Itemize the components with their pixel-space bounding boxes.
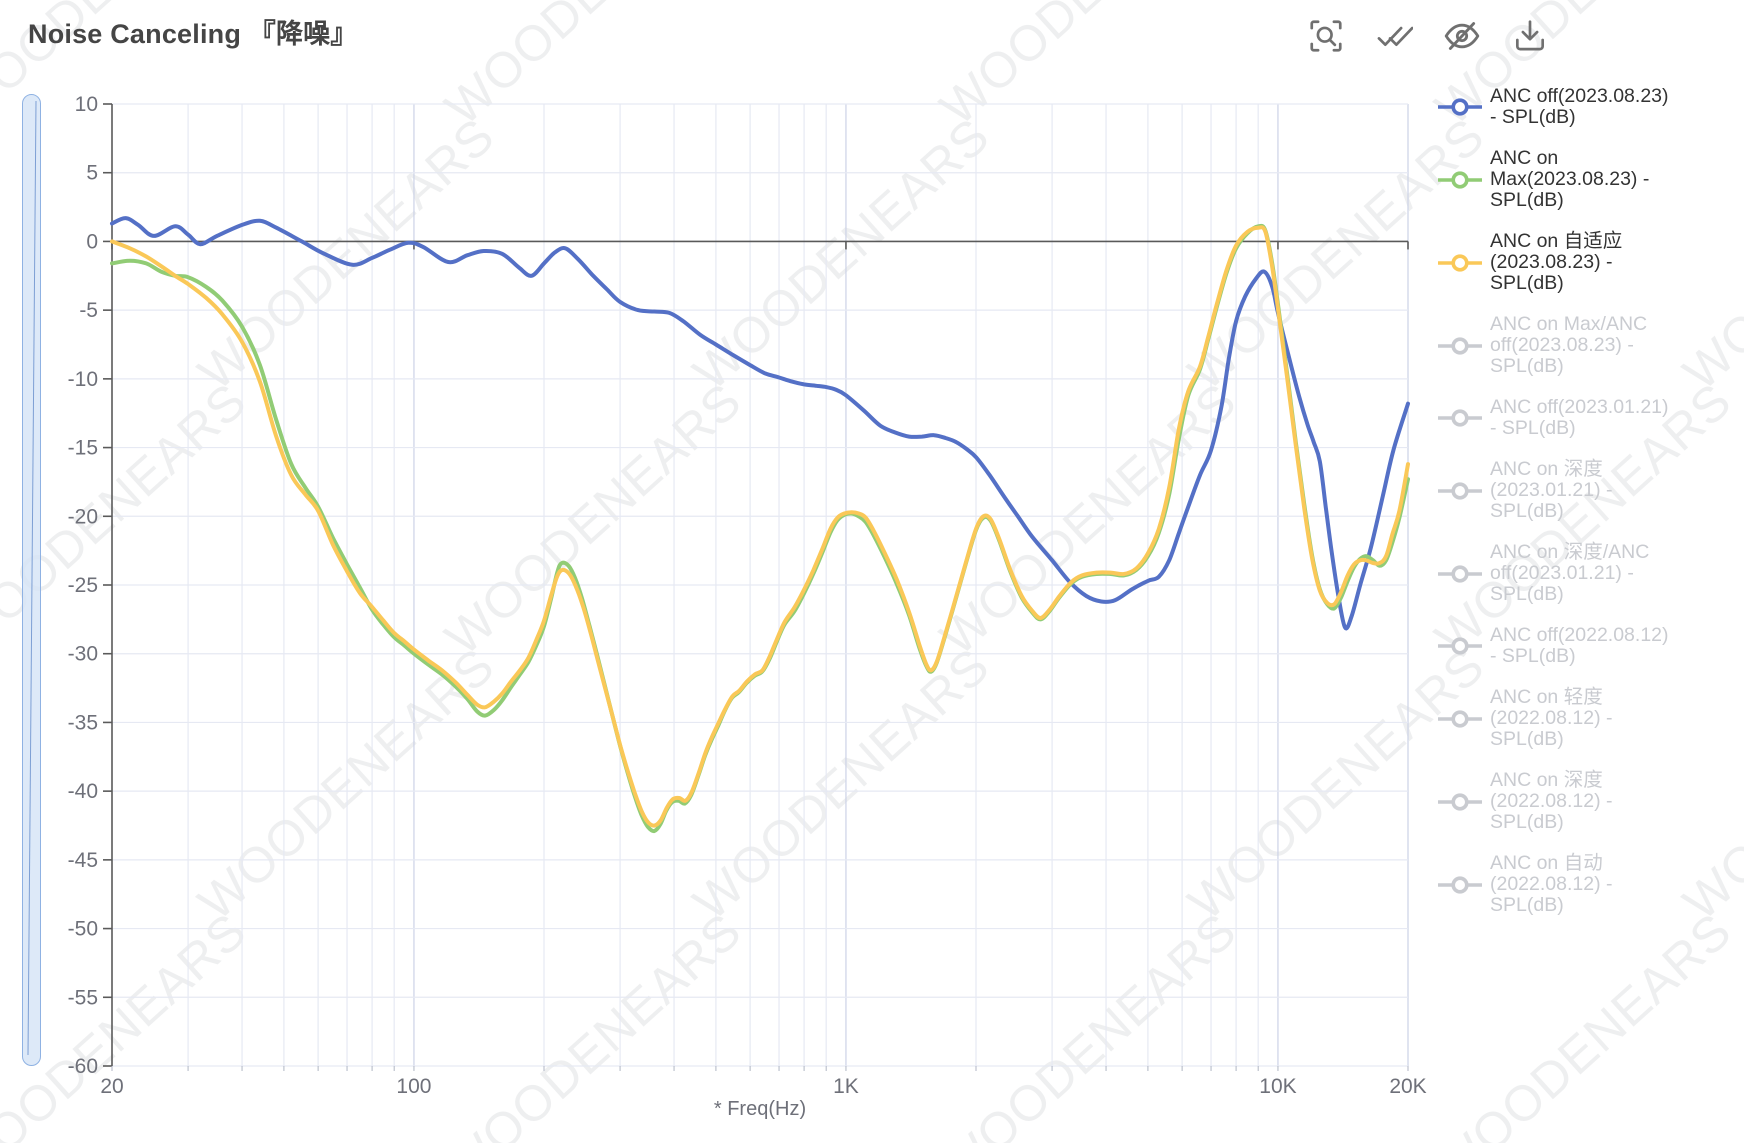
legend-item-label: ANC on 轻度 (2022.08.12) - SPL(dB) (1490, 686, 1613, 750)
legend-item-label: ANC on 深度/ANC off(2023.01.21) - SPL(dB) (1490, 541, 1650, 605)
y-tick-label: 0 (86, 230, 98, 253)
select-all-series-button[interactable] (1374, 16, 1414, 56)
double-check-icon (1377, 26, 1413, 47)
legend-line-marker-icon (1438, 709, 1482, 728)
legend-item-5[interactable]: ANC off(2023.01.21) - SPL(dB) (1437, 397, 1737, 439)
download-button[interactable] (1510, 16, 1550, 56)
legend-item-label: ANC on 自动 (2022.08.12) - SPL(dB) (1490, 852, 1613, 916)
datazoom-slider[interactable] (22, 94, 41, 1066)
legend-line-marker-icon (1438, 481, 1482, 500)
area-zoom-button[interactable] (1306, 16, 1346, 56)
legend-item-2[interactable]: ANC on Max(2023.08.23) - SPL(dB) (1437, 148, 1737, 211)
legend-item-4[interactable]: ANC on Max/ANC off(2023.08.23) - SPL(dB) (1437, 314, 1737, 377)
legend-item-11[interactable]: ANC on 自动 (2022.08.12) - SPL(dB) (1437, 853, 1737, 916)
x-tick-label: 20K (1389, 1075, 1426, 1098)
legend-item-label: ANC off(2023.08.23) - SPL(dB) (1490, 85, 1669, 128)
legend-item-1[interactable]: ANC off(2023.08.23) - SPL(dB) (1437, 86, 1737, 128)
legend-item-label: ANC on Max/ANC off(2023.08.23) - SPL(dB) (1490, 313, 1648, 377)
y-tick-label: -30 (68, 643, 98, 666)
legend-item-6[interactable]: ANC on 深度 (2023.01.21) - SPL(dB) (1437, 459, 1737, 522)
y-tick-label: -25 (68, 574, 98, 597)
legend-item-label: ANC on 自适应 (2023.08.23) - SPL(dB) (1490, 230, 1623, 294)
x-tick-label: 10K (1259, 1075, 1296, 1098)
hide-all-series-button[interactable] (1442, 16, 1482, 56)
y-tick-label: -55 (68, 986, 98, 1009)
x-tick-label: 20 (100, 1075, 123, 1098)
legend-item-label: ANC off(2023.01.21) - SPL(dB) (1490, 396, 1669, 439)
legend-line-marker-icon (1438, 336, 1482, 355)
y-tick-label: -20 (68, 505, 98, 528)
legend-line-marker-icon (1438, 253, 1482, 272)
legend-line-marker-icon (1438, 564, 1482, 583)
x-tick-label: 1K (833, 1075, 859, 1098)
legend-line-marker-icon (1438, 875, 1482, 894)
legend-item-7[interactable]: ANC on 深度/ANC off(2023.01.21) - SPL(dB) (1437, 542, 1737, 605)
legend-item-8[interactable]: ANC off(2022.08.12) - SPL(dB) (1437, 625, 1737, 667)
y-tick-label: -40 (68, 780, 98, 803)
y-tick-label: 5 (86, 162, 98, 185)
y-tick-label: -5 (79, 299, 98, 322)
legend-item-9[interactable]: ANC on 轻度 (2022.08.12) - SPL(dB) (1437, 687, 1737, 750)
legend-item-label: ANC on 深度 (2022.08.12) - SPL(dB) (1490, 769, 1613, 833)
legend-line-marker-icon (1438, 409, 1482, 427)
legend-item-label: ANC on 深度 (2023.01.21) - SPL(dB) (1490, 458, 1613, 522)
y-tick-label: -10 (68, 368, 98, 391)
y-tick-label: -50 (68, 918, 98, 941)
series-curve (110, 225, 1410, 828)
y-tick-label: 10 (75, 93, 98, 116)
download-icon (1515, 20, 1545, 51)
chart-toolbox (1306, 16, 1550, 56)
y-tick-label: -35 (68, 711, 98, 734)
series-legend: ANC off(2023.08.23) - SPL(dB) ANC on Max(20… (1437, 86, 1737, 916)
legend-line-marker-icon (1438, 637, 1482, 655)
y-tick-label: -60 (68, 1055, 98, 1078)
legend-line-marker-icon (1438, 792, 1482, 811)
legend-item-label: ANC on Max(2023.08.23) - SPL(dB) (1490, 147, 1650, 211)
legend-item-10[interactable]: ANC on 深度 (2022.08.12) - SPL(dB) (1437, 770, 1737, 833)
legend-line-marker-icon (1438, 98, 1482, 116)
area-zoom-icon (1310, 20, 1342, 52)
x-tick-label: 100 (396, 1075, 431, 1098)
legend-line-marker-icon (1438, 170, 1482, 189)
series-curve (110, 216, 1410, 631)
y-tick-label: -15 (68, 437, 98, 460)
datazoom-shadow-line-icon (27, 100, 37, 1056)
x-axis-title: * Freq(Hz) (713, 1098, 807, 1120)
legend-item-label: ANC off(2022.08.12) - SPL(dB) (1490, 624, 1669, 667)
legend-item-3[interactable]: ANC on 自适应 (2023.08.23) - SPL(dB) (1437, 231, 1737, 294)
page-title: Noise Canceling 『降噪』 (28, 19, 358, 49)
eye-slash-icon (1444, 22, 1480, 50)
y-tick-label: -45 (68, 849, 98, 872)
